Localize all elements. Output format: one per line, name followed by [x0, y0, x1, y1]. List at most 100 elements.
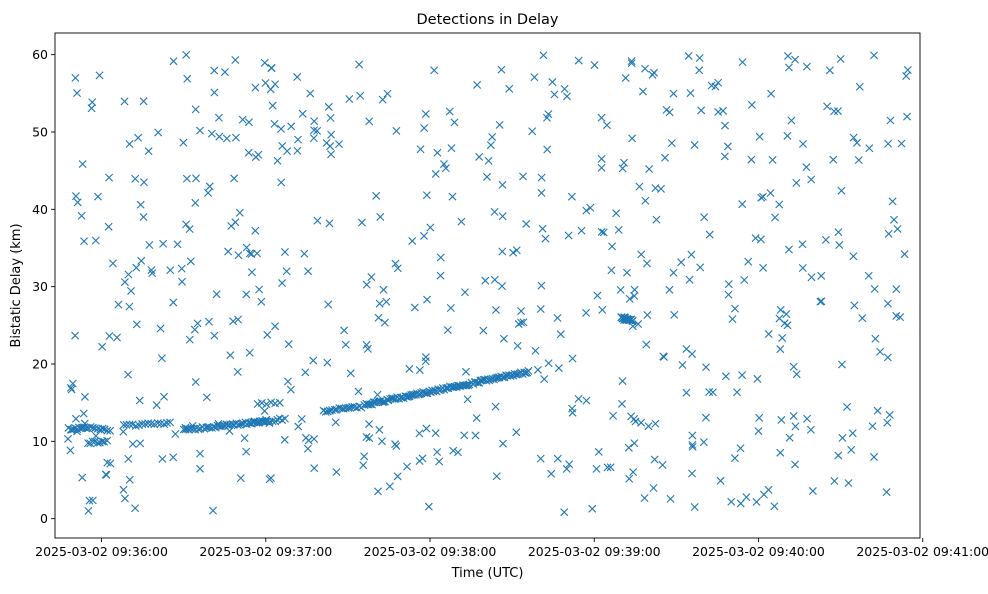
clutter-point: [310, 464, 319, 473]
clutter-point: [324, 102, 333, 111]
clutter-point: [78, 160, 87, 169]
track-point: [141, 419, 150, 428]
clutter-point: [816, 297, 825, 306]
track-point: [125, 420, 134, 429]
clutter-point: [497, 65, 506, 74]
clutter-point: [847, 445, 856, 454]
clutter-point: [202, 393, 211, 402]
clutter-point: [277, 124, 286, 133]
clutter-point: [179, 138, 188, 147]
clutter-point: [132, 263, 141, 272]
clutter-point: [185, 335, 194, 344]
clutter-point: [667, 139, 676, 148]
clutter-point: [702, 363, 711, 372]
clutter-point: [498, 282, 507, 291]
clutter-point: [209, 506, 217, 515]
clutter-point: [355, 60, 364, 69]
clutter-point: [186, 257, 195, 266]
clutter-point: [567, 192, 576, 201]
clutter-point: [418, 454, 427, 463]
clutter-point: [802, 163, 811, 172]
y-tick-label: 20: [32, 356, 48, 371]
clutter-point: [112, 333, 121, 342]
clutter-point: [885, 410, 894, 419]
clutter-point: [171, 430, 180, 438]
clutter-point: [766, 189, 775, 198]
clutter-point: [597, 154, 606, 163]
clutter-point: [705, 387, 714, 396]
clutter-point: [592, 464, 601, 473]
clutter-point: [799, 139, 807, 148]
clutter-point: [325, 219, 334, 228]
clutter-point: [463, 395, 472, 404]
track-point: [503, 371, 512, 380]
clutter-point: [196, 126, 204, 135]
clutter-point: [392, 442, 401, 451]
clutter-point: [528, 127, 537, 136]
clutter-point: [144, 147, 153, 156]
clutter-point: [263, 330, 272, 339]
axis-ticks: 0 10 20 30 40 50 60 2025-03-02 09:36:00 2025-03-…: [32, 47, 988, 559]
clutter-point: [157, 354, 166, 363]
clutter-point: [365, 420, 374, 429]
clutter-point: [251, 226, 260, 235]
clutter-point: [870, 284, 879, 293]
clutter-point: [420, 231, 428, 240]
clutter-point: [747, 155, 756, 164]
clutter-point: [902, 72, 911, 80]
clutter-point: [870, 453, 879, 462]
clutter-point: [310, 434, 319, 443]
clutter-point: [776, 345, 785, 354]
clutter-point: [612, 209, 621, 218]
clutter-point: [87, 104, 96, 113]
track-point: [330, 405, 339, 414]
track-point: [247, 419, 256, 428]
clutter-point: [236, 474, 245, 483]
clutter-point: [785, 433, 794, 442]
clutter-point: [436, 271, 445, 280]
clutter-point: [603, 463, 612, 472]
clutter-point: [125, 302, 134, 311]
clutter-point: [721, 372, 730, 381]
track-point: [103, 436, 112, 445]
clutter-point: [443, 326, 452, 335]
clutter-point: [791, 55, 800, 64]
clutter-point: [645, 165, 654, 174]
clutter-point: [234, 251, 243, 260]
clutter-point: [568, 408, 577, 417]
clutter-point: [699, 438, 708, 447]
clutter-point: [522, 219, 531, 228]
clutter-point: [634, 320, 643, 329]
clutter-point: [196, 464, 205, 473]
clutter-point: [617, 399, 626, 408]
clutter-point: [513, 341, 522, 350]
clutter-point: [836, 54, 845, 63]
x-tick-label: 2025-03-02 09:37:00: [199, 544, 332, 559]
clutter-point: [714, 78, 723, 87]
clutter-point: [207, 129, 216, 138]
clutter-point: [490, 207, 499, 216]
clutter-point: [140, 178, 148, 187]
clutter-point: [378, 95, 387, 104]
clutter-point: [784, 245, 793, 254]
clutter-point: [538, 224, 547, 233]
clutter-point: [759, 263, 768, 272]
clutter-point: [354, 387, 363, 396]
clutter-point: [67, 385, 76, 394]
clutter-point: [498, 212, 507, 221]
track-point: [84, 439, 93, 448]
clutter-point: [481, 276, 490, 285]
clutter-point: [383, 89, 392, 98]
clutter-point: [257, 297, 266, 306]
clutter-point: [768, 155, 777, 164]
clutter-point: [542, 113, 551, 122]
clutter-point: [637, 418, 646, 427]
clutter-point: [574, 56, 583, 65]
clutter-point: [669, 89, 678, 98]
track-point: [163, 418, 172, 427]
clutter-point: [707, 81, 716, 90]
clutter-point: [472, 414, 481, 423]
clutter-point: [405, 364, 414, 373]
clutter-point: [196, 449, 205, 458]
clutter-point: [665, 285, 674, 294]
